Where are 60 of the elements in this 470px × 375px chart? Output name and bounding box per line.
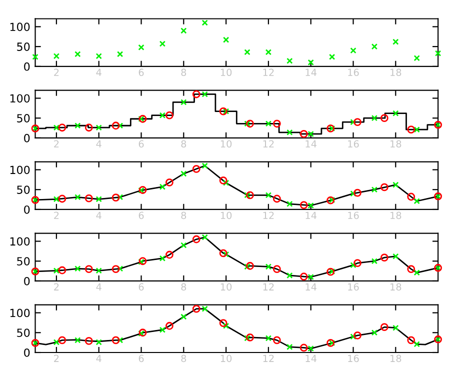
x-tick-label: 4 — [96, 140, 102, 148]
x-tick-label: 4 — [96, 212, 102, 219]
x-tick-label: 6 — [138, 354, 144, 362]
y-tick-label: 0 — [24, 348, 30, 357]
x-tick-label: 4 — [96, 283, 102, 290]
x-tick-label: 8 — [181, 212, 186, 220]
x-tick-label: 8 — [181, 68, 186, 76]
y-tick-label: 50 — [17, 42, 30, 51]
y-tick-label: 50 — [17, 186, 30, 194]
x-tick-label: 10 — [220, 283, 232, 291]
x-tick-label: 16 — [348, 212, 359, 220]
x-tick-label: 14 — [306, 68, 316, 76]
y-tick-label: 100 — [10, 166, 30, 174]
x-tick-label: 2 — [54, 283, 59, 290]
y-tick-label: 100 — [10, 308, 30, 318]
x-tick-label: 8 — [181, 140, 186, 148]
x-tick-label: 2 — [54, 354, 59, 362]
y-tick-label: 0 — [24, 134, 30, 142]
x-tick-label: 16 — [348, 140, 359, 148]
x-tick-label: 2 — [54, 140, 59, 148]
x-tick-label: 12 — [263, 354, 274, 362]
y-tick-label: 0 — [24, 205, 30, 214]
x-tick-label: 10 — [220, 354, 232, 362]
x-tick-label: 4 — [96, 68, 102, 76]
x-tick-label: 12 — [263, 212, 274, 219]
x-tick-label: 12 — [263, 140, 274, 148]
y-tick-label: 100 — [10, 22, 30, 32]
x-tick-label: 12 — [263, 68, 274, 76]
x-tick-label: 8 — [181, 283, 186, 291]
y-tick-label: 50 — [17, 328, 30, 338]
x-tick-label: 4 — [96, 354, 102, 362]
x-tick-label: 12 — [263, 283, 274, 290]
x-tick-label: 18 — [390, 354, 402, 362]
y-tick-label: 50 — [17, 114, 30, 122]
x-tick-label: 2 — [54, 212, 59, 219]
x-tick-label: 18 — [390, 68, 402, 76]
x-tick-label: 6 — [138, 212, 144, 220]
y-tick-label: 0 — [24, 276, 30, 286]
x-tick-label: 2 — [54, 68, 59, 76]
x-tick-label: 10 — [220, 140, 232, 148]
x-tick-label: 14 — [306, 140, 316, 148]
x-tick-label: 6 — [138, 283, 144, 291]
x-tick-label: 6 — [138, 68, 144, 76]
y-tick-label: 0 — [24, 62, 30, 71]
x-tick-label: 16 — [348, 283, 359, 291]
x-tick-label: 14 — [306, 212, 316, 219]
x-tick-label: 10 — [220, 68, 232, 76]
x-tick-label: 8 — [181, 354, 186, 362]
x-tick-label: 14 — [306, 354, 316, 362]
y-tick-label: 100 — [10, 237, 30, 246]
x-tick-label: 18 — [390, 212, 402, 220]
y-tick-label: 50 — [17, 257, 30, 266]
x-tick-label: 14 — [306, 283, 316, 290]
x-tick-label: 6 — [138, 140, 144, 148]
x-tick-label: 16 — [348, 68, 359, 76]
x-tick-label: 18 — [390, 140, 402, 148]
x-tick-label: 10 — [220, 212, 232, 220]
x-tick-label: 16 — [348, 354, 359, 362]
x-tick-label: 18 — [390, 283, 402, 291]
y-tick-label: 100 — [10, 94, 30, 103]
